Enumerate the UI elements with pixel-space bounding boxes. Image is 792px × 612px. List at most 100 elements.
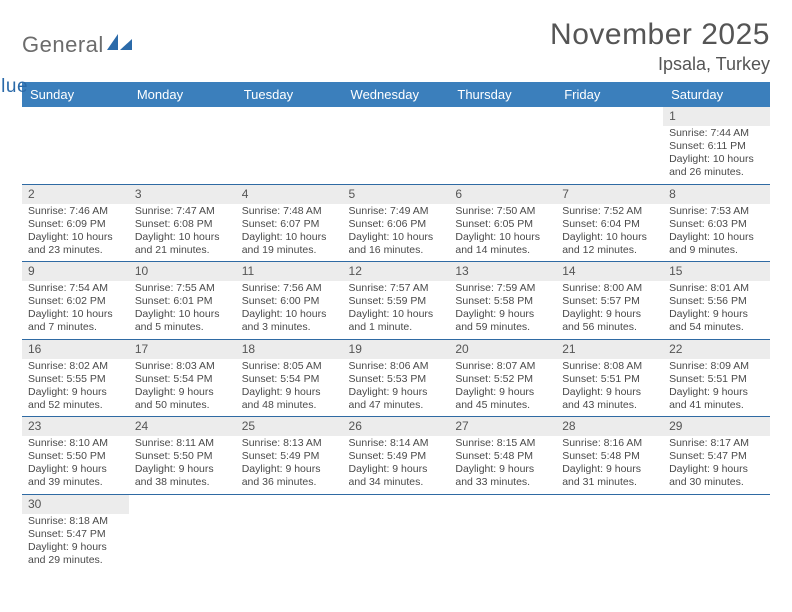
day-info-cell: Sunrise: 8:16 AMSunset: 5:48 PMDaylight:…: [556, 436, 663, 494]
week-info-row: Sunrise: 7:44 AMSunset: 6:11 PMDaylight:…: [22, 126, 770, 184]
day-number-cell: [663, 494, 770, 514]
sunset-line: Sunset: 5:48 PM: [562, 450, 657, 463]
sunset-line: Sunset: 6:11 PM: [669, 140, 764, 153]
sunset-line: Sunset: 5:59 PM: [349, 295, 444, 308]
calendar-body: 1 Sunrise: 7:44 AMSunset: 6:11 PMDayligh…: [22, 107, 770, 571]
daylight-line: Daylight: 10 hours and 1 minute.: [349, 308, 444, 334]
calendar-header-row: SundayMondayTuesdayWednesdayThursdayFrid…: [22, 82, 770, 107]
week-daynum-row: 2345678: [22, 184, 770, 204]
week-info-row: Sunrise: 8:18 AMSunset: 5:47 PMDaylight:…: [22, 514, 770, 572]
daylight-line: Daylight: 10 hours and 12 minutes.: [562, 231, 657, 257]
day-number-cell: 6: [449, 184, 556, 204]
sunset-line: Sunset: 5:53 PM: [349, 373, 444, 386]
week-daynum-row: 30: [22, 494, 770, 514]
weekday-header: Thursday: [449, 82, 556, 107]
day-number-cell: 17: [129, 339, 236, 359]
day-info-cell: Sunrise: 8:10 AMSunset: 5:50 PMDaylight:…: [22, 436, 129, 494]
daylight-line: Daylight: 9 hours and 54 minutes.: [669, 308, 764, 334]
day-info-cell: Sunrise: 8:01 AMSunset: 5:56 PMDaylight:…: [663, 281, 770, 339]
daylight-line: Daylight: 9 hours and 29 minutes.: [28, 541, 123, 567]
day-info-cell: Sunrise: 8:02 AMSunset: 5:55 PMDaylight:…: [22, 359, 129, 417]
day-number-cell: 3: [129, 184, 236, 204]
sunrise-line: Sunrise: 7:53 AM: [669, 205, 764, 218]
week-daynum-row: 16171819202122: [22, 339, 770, 359]
sunrise-line: Sunrise: 8:06 AM: [349, 360, 444, 373]
daylight-line: Daylight: 9 hours and 36 minutes.: [242, 463, 337, 489]
daylight-line: Daylight: 10 hours and 16 minutes.: [349, 231, 444, 257]
daylight-line: Daylight: 9 hours and 31 minutes.: [562, 463, 657, 489]
day-number-cell: 9: [22, 262, 129, 282]
daylight-line: Daylight: 10 hours and 5 minutes.: [135, 308, 230, 334]
weekday-header: Saturday: [663, 82, 770, 107]
sunrise-line: Sunrise: 7:50 AM: [455, 205, 550, 218]
daylight-line: Daylight: 10 hours and 23 minutes.: [28, 231, 123, 257]
day-info-cell: Sunrise: 8:13 AMSunset: 5:49 PMDaylight:…: [236, 436, 343, 494]
sunrise-line: Sunrise: 7:55 AM: [135, 282, 230, 295]
day-number-cell: 2: [22, 184, 129, 204]
sunset-line: Sunset: 5:47 PM: [669, 450, 764, 463]
day-number-cell: [343, 107, 450, 126]
day-number-cell: 16: [22, 339, 129, 359]
day-info-cell: Sunrise: 7:54 AMSunset: 6:02 PMDaylight:…: [22, 281, 129, 339]
sunrise-line: Sunrise: 8:17 AM: [669, 437, 764, 450]
day-number-cell: 20: [449, 339, 556, 359]
day-info-cell: [343, 514, 450, 572]
day-number-cell: [556, 494, 663, 514]
day-number-cell: 11: [236, 262, 343, 282]
sunrise-line: Sunrise: 8:10 AM: [28, 437, 123, 450]
sunrise-line: Sunrise: 7:44 AM: [669, 127, 764, 140]
day-number-cell: 26: [343, 417, 450, 437]
day-info-cell: Sunrise: 7:47 AMSunset: 6:08 PMDaylight:…: [129, 204, 236, 262]
day-number-cell: 21: [556, 339, 663, 359]
sunset-line: Sunset: 6:01 PM: [135, 295, 230, 308]
day-info-cell: [556, 126, 663, 184]
sunrise-line: Sunrise: 8:18 AM: [28, 515, 123, 528]
day-info-cell: Sunrise: 7:48 AMSunset: 6:07 PMDaylight:…: [236, 204, 343, 262]
weekday-header: Friday: [556, 82, 663, 107]
sunset-line: Sunset: 6:03 PM: [669, 218, 764, 231]
sunset-line: Sunset: 6:09 PM: [28, 218, 123, 231]
daylight-line: Daylight: 9 hours and 52 minutes.: [28, 386, 123, 412]
sunset-line: Sunset: 6:00 PM: [242, 295, 337, 308]
day-number-cell: 14: [556, 262, 663, 282]
day-info-cell: Sunrise: 8:17 AMSunset: 5:47 PMDaylight:…: [663, 436, 770, 494]
week-daynum-row: 23242526272829: [22, 417, 770, 437]
day-number-cell: [556, 107, 663, 126]
daylight-line: Daylight: 10 hours and 14 minutes.: [455, 231, 550, 257]
weekday-header: Tuesday: [236, 82, 343, 107]
sunset-line: Sunset: 5:51 PM: [669, 373, 764, 386]
day-info-cell: [236, 514, 343, 572]
day-info-cell: Sunrise: 7:46 AMSunset: 6:09 PMDaylight:…: [22, 204, 129, 262]
sunrise-line: Sunrise: 7:54 AM: [28, 282, 123, 295]
week-daynum-row: 1: [22, 107, 770, 126]
day-number-cell: [449, 107, 556, 126]
sunset-line: Sunset: 5:50 PM: [135, 450, 230, 463]
daylight-line: Daylight: 9 hours and 45 minutes.: [455, 386, 550, 412]
day-number-cell: 13: [449, 262, 556, 282]
sunrise-line: Sunrise: 7:59 AM: [455, 282, 550, 295]
sunrise-line: Sunrise: 8:11 AM: [135, 437, 230, 450]
week-info-row: Sunrise: 8:02 AMSunset: 5:55 PMDaylight:…: [22, 359, 770, 417]
day-info-cell: Sunrise: 8:06 AMSunset: 5:53 PMDaylight:…: [343, 359, 450, 417]
day-number-cell: [236, 494, 343, 514]
sunset-line: Sunset: 6:02 PM: [28, 295, 123, 308]
day-number-cell: [22, 107, 129, 126]
day-number-cell: [129, 494, 236, 514]
sunset-line: Sunset: 6:06 PM: [349, 218, 444, 231]
day-number-cell: [449, 494, 556, 514]
sunset-line: Sunset: 6:04 PM: [562, 218, 657, 231]
sail-icon: [106, 32, 134, 52]
day-info-cell: [449, 514, 556, 572]
sunrise-line: Sunrise: 8:13 AM: [242, 437, 337, 450]
weekday-header: Sunday: [22, 82, 129, 107]
daylight-line: Daylight: 9 hours and 47 minutes.: [349, 386, 444, 412]
day-number-cell: 18: [236, 339, 343, 359]
location-subtitle: Ipsala, Turkey: [550, 54, 770, 75]
day-info-cell: [129, 514, 236, 572]
day-number-cell: [129, 107, 236, 126]
title-block: November 2025 Ipsala, Turkey: [550, 18, 770, 75]
sunrise-line: Sunrise: 8:15 AM: [455, 437, 550, 450]
sunrise-line: Sunrise: 8:08 AM: [562, 360, 657, 373]
sunset-line: Sunset: 5:47 PM: [28, 528, 123, 541]
sunrise-line: Sunrise: 8:05 AM: [242, 360, 337, 373]
